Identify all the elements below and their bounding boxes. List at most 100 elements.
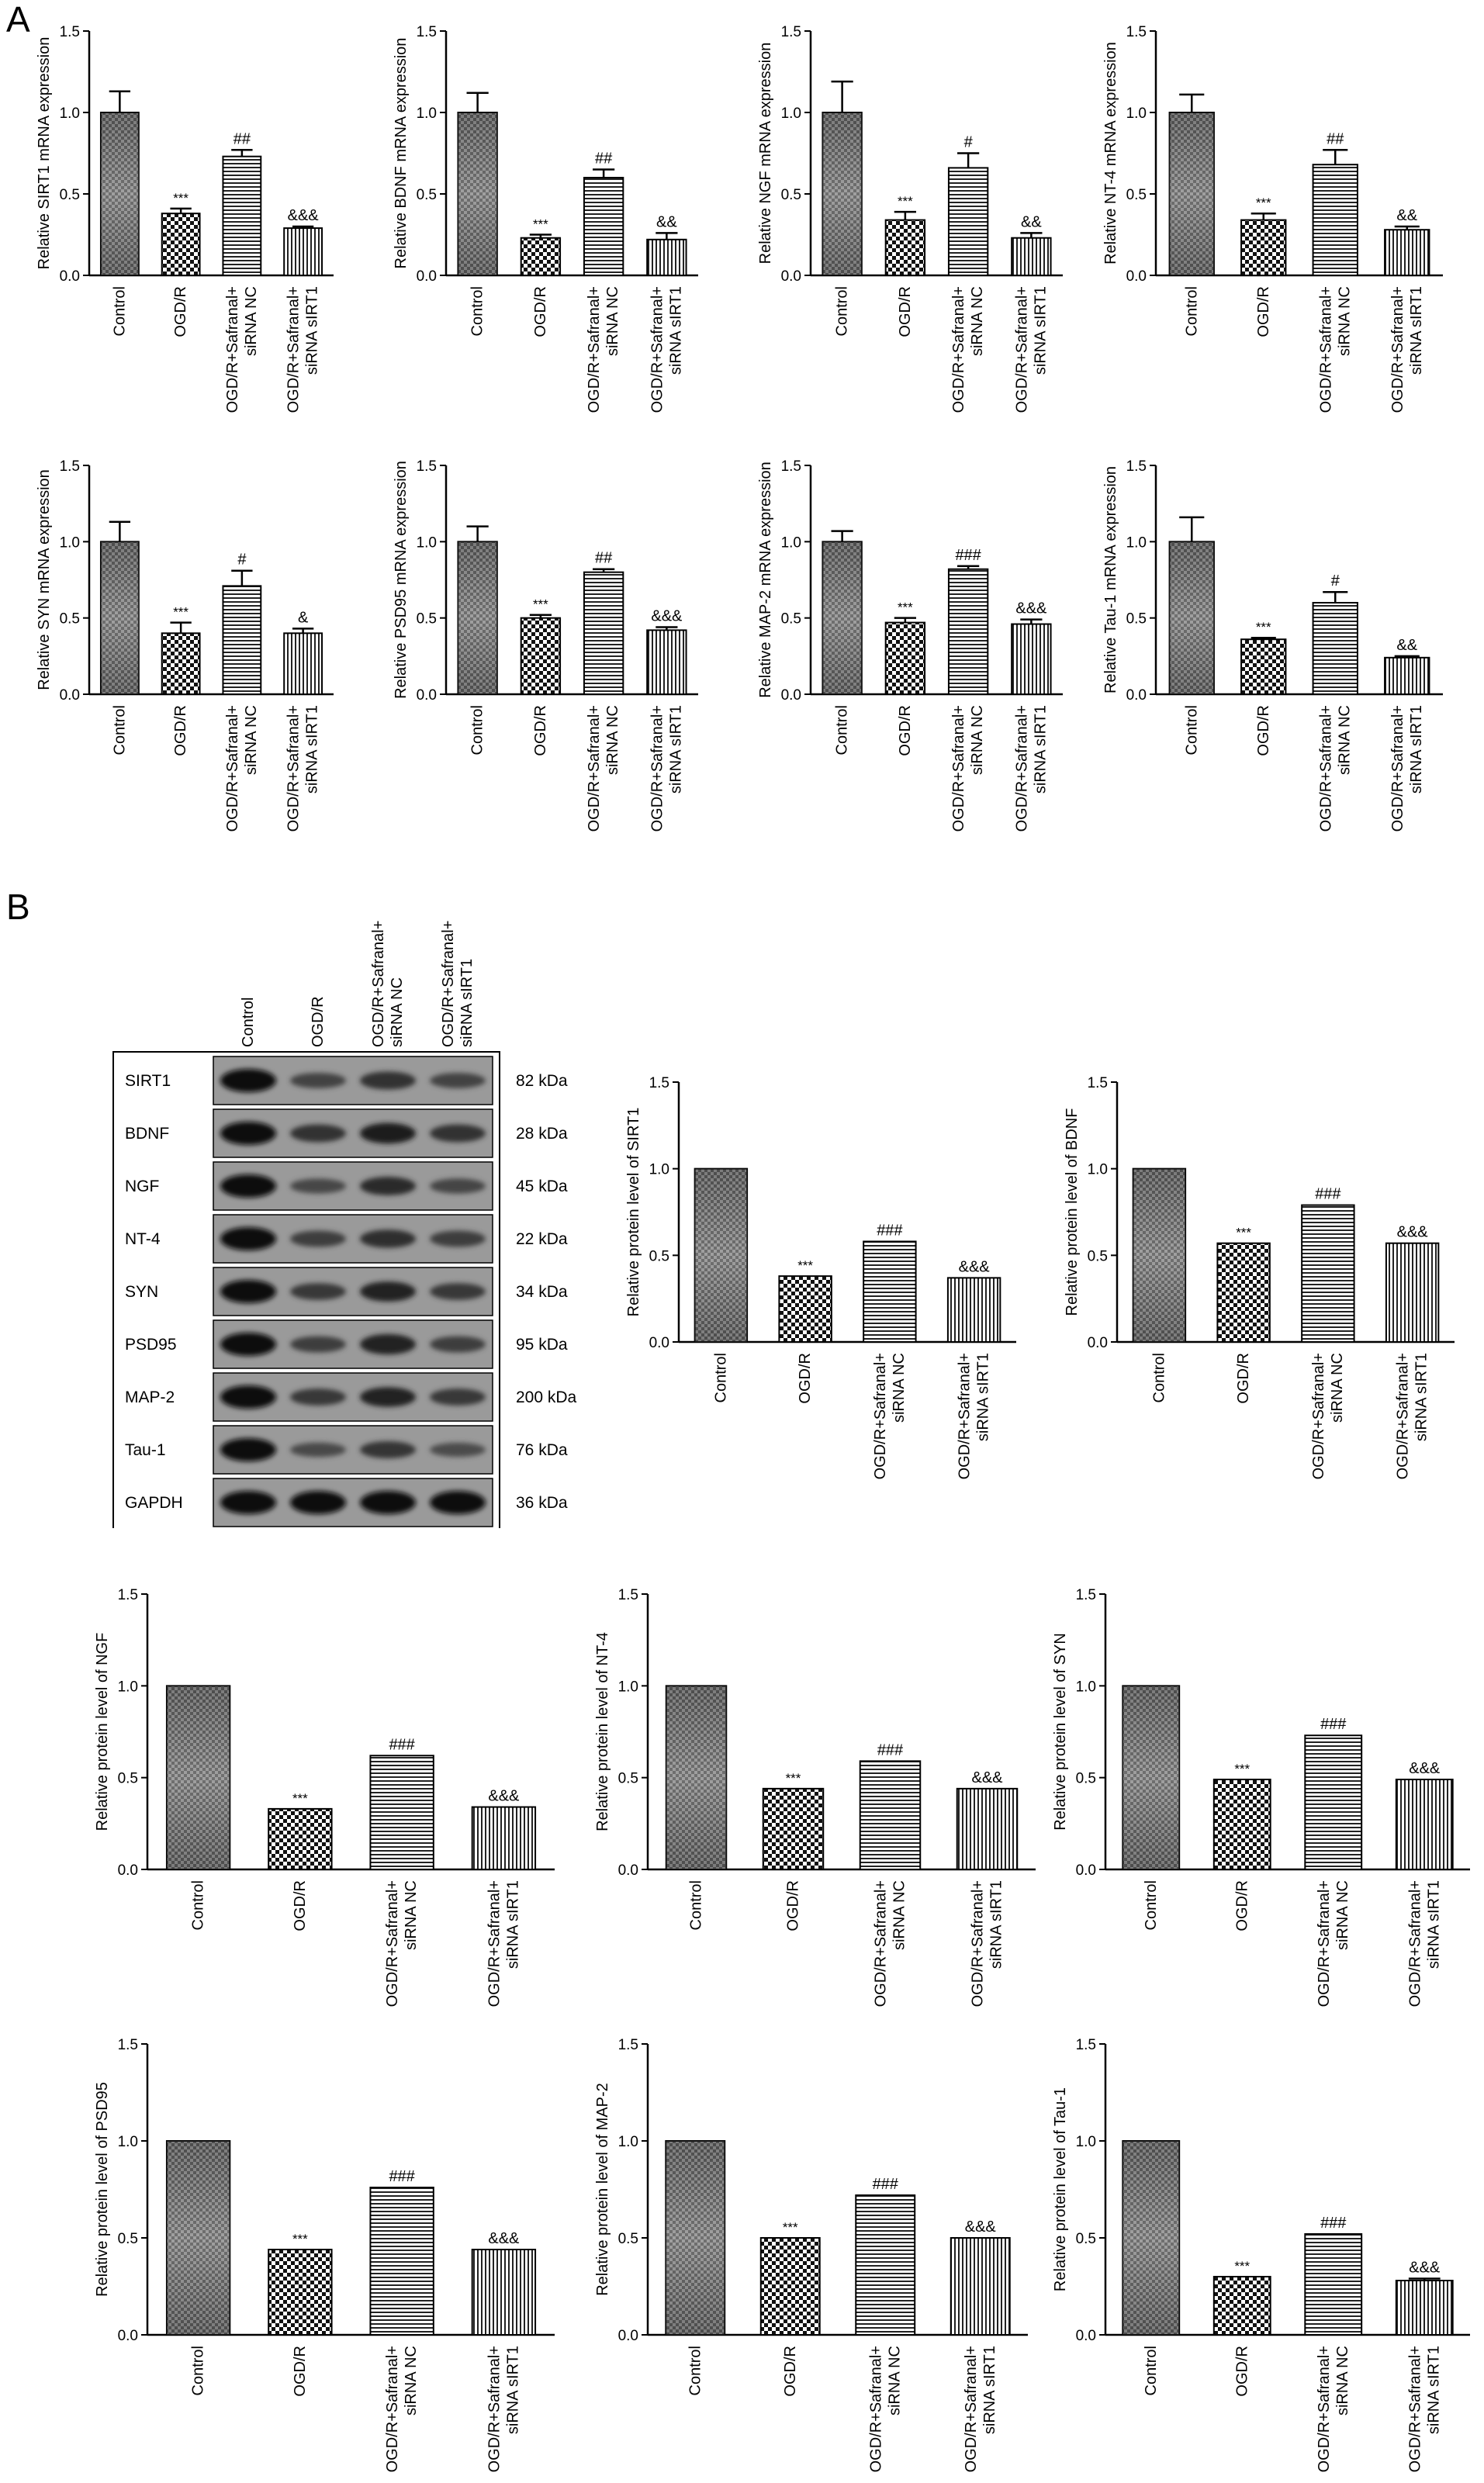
bar-1 — [778, 1275, 832, 1343]
x-tick-label-line: siRNA sIRT1 — [304, 286, 321, 375]
x-tick-label-line: siRNA sIRT1 — [667, 705, 684, 794]
y-tick-label: 0.0 — [417, 687, 437, 704]
bar-3 — [1384, 656, 1430, 695]
bar-shading — [458, 112, 497, 275]
significance-label: & — [298, 609, 309, 626]
blot-band — [290, 1072, 346, 1089]
x-tick-label: OGD/R+Safranal+ siRNA NC — [872, 1353, 908, 1479]
x-tick-label: OGD/R+Safranal+ siRNA sIRT1 — [963, 2346, 998, 2472]
y-tick-label: 0.0 — [118, 1862, 138, 1879]
significance-label: ### — [1320, 2215, 1347, 2232]
kda-label: 36 kDa — [516, 1494, 568, 1512]
x-tick-label-line: siRNA sIRT1 — [988, 1880, 1005, 1969]
blot-band — [290, 1178, 346, 1194]
x-tick-label: Control — [190, 1880, 207, 1930]
bar-1 — [520, 237, 562, 277]
x-tick-label-line: OGD/R+Safranal+ — [649, 286, 666, 413]
significance-label: &&& — [288, 207, 320, 224]
x-tick-label-line: OGD/R+Safranal+ — [1317, 286, 1334, 413]
chart-mrna-tau1: 0.0 0.5 1.0 1.5 Relative Tau-1 mRNA expressi… — [1102, 450, 1451, 832]
significance-label: && — [1396, 207, 1417, 224]
blot-band — [430, 1124, 486, 1143]
x-tick-label-line: Control — [111, 705, 128, 755]
x-tick-label-line: siRNA sIRT1 — [667, 286, 684, 375]
bar-shading — [1169, 541, 1214, 694]
chart-svg: 0.0 0.5 1.0 1.5 Relative protein level of Ta… — [1052, 2037, 1470, 2472]
chart-svg: 0.0 0.5 1.0 1.5 Relative protein level of NT… — [594, 1587, 1036, 2007]
significance-label: ## — [595, 550, 613, 567]
significance-label: *** — [1256, 195, 1271, 210]
y-tick-label: 0.0 — [1088, 1335, 1108, 1351]
bar-shading — [1133, 1168, 1186, 1342]
significance-label: *** — [898, 194, 913, 209]
x-tick-label-line: OGD/R+Safranal+ — [1406, 2346, 1423, 2472]
x-tick-label-line: OGD/R — [1255, 705, 1272, 756]
x-tick-label-line: OGD/R — [897, 286, 914, 337]
chart-mrna-bdnf: 0.0 0.5 1.0 1.5 Relative BDNF mRNA expressio… — [393, 16, 706, 413]
x-tick-label-line: OGD/R — [532, 286, 549, 337]
y-tick-label: 1.5 — [649, 1075, 669, 1091]
y-tick-label: 0.5 — [417, 611, 437, 628]
x-tick-label-line: siRNA NC — [243, 705, 260, 775]
y-tick-label: 0.0 — [60, 687, 80, 704]
chart-mrna-map2: 0.0 0.5 1.0 1.5 Relative MAP-2 mRNA expressi… — [757, 450, 1071, 832]
y-tick-label: 1.0 — [118, 2134, 138, 2150]
x-tick-label-line: OGD/R+Safranal+ — [1389, 705, 1406, 832]
blot-band — [430, 1388, 486, 1406]
blot-band — [220, 1491, 276, 1514]
significance-label: ### — [389, 1736, 415, 1753]
x-tick-label-line: siRNA sIRT1 — [975, 1353, 992, 1441]
western-blot: Control OGD/R OGD/R+Safranal+ siRNA NC OGD/R… — [112, 892, 609, 1537]
bar-3 — [471, 1806, 537, 1870]
x-tick-label: OGD/R+Safranal+ siRNA sIRT1 — [1013, 286, 1049, 413]
chart-protein-psd95: 0.0 0.5 1.0 1.5 Relative protein level of PS… — [81, 2028, 562, 2472]
x-tick-label: OGD/R+Safranal+ siRNA sIRT1 — [649, 705, 684, 832]
x-tick-label-line: Control — [190, 1880, 207, 1930]
protein-label: PSD95 — [125, 1336, 177, 1354]
x-tick-label: OGD/R+Safranal+ siRNA NC — [1316, 1880, 1351, 2007]
x-tick-label: OGD/R+Safranal+ siRNA NC — [224, 705, 260, 832]
bar-3 — [283, 227, 323, 277]
bar-2 — [1312, 164, 1358, 276]
x-tick-label-line: OGD/R+Safranal+ — [384, 2346, 401, 2472]
x-tick-label: Control — [1183, 705, 1200, 755]
x-tick-label-line: siRNA NC — [243, 286, 260, 356]
y-axis-label: Relative Tau-1 mRNA expression — [1102, 466, 1119, 693]
chart-protein-map2: 0.0 0.5 1.0 1.5 Relative protein level of MA… — [586, 2028, 1036, 2472]
protein-label: BDNF — [125, 1125, 169, 1143]
bar-1 — [1216, 1242, 1271, 1343]
y-tick-label: 0.0 — [1076, 1862, 1096, 1879]
x-tick-label-line: OGD/R+Safranal+ — [950, 705, 967, 832]
x-tick-label-line: siRNA NC — [1334, 2346, 1351, 2416]
chart-protein-bdnf: 0.0 0.5 1.0 1.5 Relative protein level of BD… — [1059, 1067, 1462, 1479]
significance-label: ### — [955, 547, 981, 564]
x-tick-label-line: Control — [834, 705, 851, 755]
bar-2 — [222, 585, 262, 695]
blot-band — [430, 1442, 486, 1458]
x-tick-label: OGD/R+Safranal+ siRNA sIRT1 — [486, 1880, 521, 2007]
kda-label: 22 kDa — [516, 1230, 568, 1248]
y-tick-label: 0.5 — [649, 1248, 669, 1264]
x-tick-label-line: siRNA sIRT1 — [304, 705, 321, 794]
x-tick-label-line: OGD/R+Safranal+ — [1317, 705, 1334, 832]
x-tick-label: OGD/R+Safranal+ siRNA NC — [1317, 705, 1353, 832]
x-tick-label: OGD/R+Safranal+ siRNA sIRT1 — [956, 1353, 992, 1479]
x-tick-label: OGD/R — [532, 705, 549, 756]
x-tick-label: OGD/R+Safranal+ siRNA sIRT1 — [970, 1880, 1005, 2007]
lane-label: Control — [240, 998, 257, 1047]
y-tick-label: 1.0 — [417, 105, 437, 122]
bar-1 — [1212, 2276, 1271, 2336]
significance-label: *** — [173, 605, 189, 620]
x-tick-label: OGD/R+Safranal+ siRNA sIRT1 — [1389, 705, 1425, 832]
blot-band — [220, 1280, 276, 1303]
y-tick-label: 0.5 — [618, 1771, 638, 1787]
x-tick-label: Control — [834, 286, 851, 336]
y-tick-label: 0.5 — [618, 2231, 638, 2247]
lane-label-line: siRNA NC — [389, 977, 406, 1047]
x-tick-label-line: OGD/R — [532, 705, 549, 756]
y-axis-label: Relative protein level of SIRT1 — [625, 1108, 642, 1317]
x-tick-label-line: siRNA sIRT1 — [1032, 705, 1049, 794]
y-tick-label: 1.5 — [1076, 1587, 1096, 1603]
x-tick-label-line: OGD/R — [1233, 2346, 1251, 2397]
blot-band — [220, 1333, 276, 1356]
